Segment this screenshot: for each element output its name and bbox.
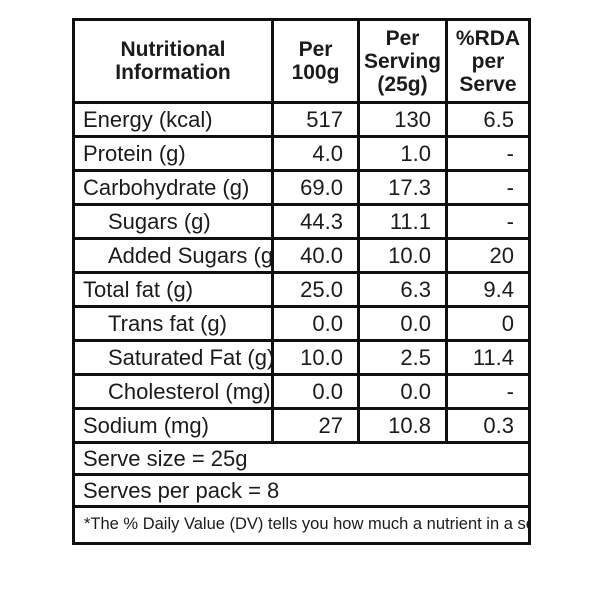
per-serving-value: 0.0 (357, 373, 448, 410)
rda-value: - (445, 169, 531, 206)
per-serving-value: 2.5 (357, 339, 448, 376)
per-100g-value: 4.0 (271, 135, 360, 172)
header-line: %RDA (455, 26, 521, 50)
rda-value: 0 (445, 305, 531, 342)
nutrient-label: Total fat (g) (72, 271, 274, 308)
per-100g-value: 0.0 (271, 305, 360, 342)
nutrient-label: Protein (g) (72, 135, 274, 172)
serves-per-pack-text: Serves per pack = 8 (72, 473, 531, 508)
per-serving-value: 17.3 (357, 169, 448, 206)
table-row-total-fat: Total fat (g) 25.0 6.3 9.4 (72, 271, 531, 308)
table-row-sodium: Sodium (mg) 27 10.8 0.3 (72, 407, 531, 444)
serve-size-row: Serve size = 25g (72, 441, 531, 476)
header-per-100g: Per 100g (271, 18, 360, 104)
nutrition-label: Nutritional Information Per 100g Per Ser… (72, 18, 531, 545)
nutrient-label: Saturated Fat (g) (72, 339, 274, 376)
per-serving-value: 6.3 (357, 271, 448, 308)
nutrition-table: Nutritional Information Per 100g Per Ser… (72, 18, 531, 545)
table-row-trans-fat: Trans fat (g) 0.0 0.0 0 (72, 305, 531, 342)
header-line: Serve (459, 72, 517, 96)
rda-value: 0.3 (445, 407, 531, 444)
rda-value: 6.5 (445, 101, 531, 138)
header-per-serving: Per Serving (25g) (357, 18, 448, 104)
header-nutritional-information: Nutritional Information (72, 18, 274, 104)
header-row: Nutritional Information Per 100g Per Ser… (72, 18, 531, 104)
rda-value: 9.4 (445, 271, 531, 308)
per-serving-value: 10.0 (357, 237, 448, 274)
per-serving-value: 0.0 (357, 305, 448, 342)
per-serving-value: 10.8 (357, 407, 448, 444)
table-row-saturated-fat: Saturated Fat (g) 10.0 2.5 11.4 (72, 339, 531, 376)
table-row-cholesterol: Cholesterol (mg) 0.0 0.0 - (72, 373, 531, 410)
per-100g-value: 25.0 (271, 271, 360, 308)
daily-value-footnote: *The % Daily Value (DV) tells you how mu… (72, 505, 531, 545)
per-100g-value: 27 (271, 407, 360, 444)
table-row-carbohydrate: Carbohydrate (g) 69.0 17.3 - (72, 169, 531, 206)
table-row-energy: Energy (kcal) 517 130 6.5 (72, 101, 531, 138)
nutrient-label: Carbohydrate (g) (72, 169, 274, 206)
per-serving-value: 11.1 (357, 203, 448, 240)
serve-size-text: Serve size = 25g (72, 441, 531, 476)
nutrient-label: Sugars (g) (72, 203, 274, 240)
nutrient-label: Trans fat (g) (72, 305, 274, 342)
header-line: Information (115, 61, 231, 84)
per-100g-value: 517 (271, 101, 360, 138)
rda-value: - (445, 203, 531, 240)
header-line: 100g (291, 61, 340, 84)
header-line: Per (298, 38, 333, 61)
per-100g-value: 69.0 (271, 169, 360, 206)
nutrient-label: Sodium (mg) (72, 407, 274, 444)
per-100g-value: 40.0 (271, 237, 360, 274)
header-line: Per (385, 26, 420, 50)
serves-per-pack-row: Serves per pack = 8 (72, 473, 531, 508)
header-line: Nutritional (120, 38, 226, 61)
per-100g-value: 44.3 (271, 203, 360, 240)
table-row-protein: Protein (g) 4.0 1.0 - (72, 135, 531, 172)
footnote-row: *The % Daily Value (DV) tells you how mu… (72, 505, 531, 545)
nutrient-label: Energy (kcal) (72, 101, 274, 138)
header-line: (25g) (377, 72, 428, 96)
table-row-sugars: Sugars (g) 44.3 11.1 - (72, 203, 531, 240)
header-line: per (471, 49, 505, 73)
per-100g-value: 10.0 (271, 339, 360, 376)
per-serving-value: 1.0 (357, 135, 448, 172)
per-100g-value: 0.0 (271, 373, 360, 410)
table-row-added-sugars: Added Sugars (g) 40.0 10.0 20 (72, 237, 531, 274)
rda-value: - (445, 373, 531, 410)
nutrient-label: Added Sugars (g) (72, 237, 274, 274)
header-rda-per-serve: %RDA per Serve (445, 18, 531, 104)
nutrient-label: Cholesterol (mg) (72, 373, 274, 410)
rda-value: 11.4 (445, 339, 531, 376)
header-line: Serving (363, 49, 442, 73)
rda-value: 20 (445, 237, 531, 274)
rda-value: - (445, 135, 531, 172)
per-serving-value: 130 (357, 101, 448, 138)
